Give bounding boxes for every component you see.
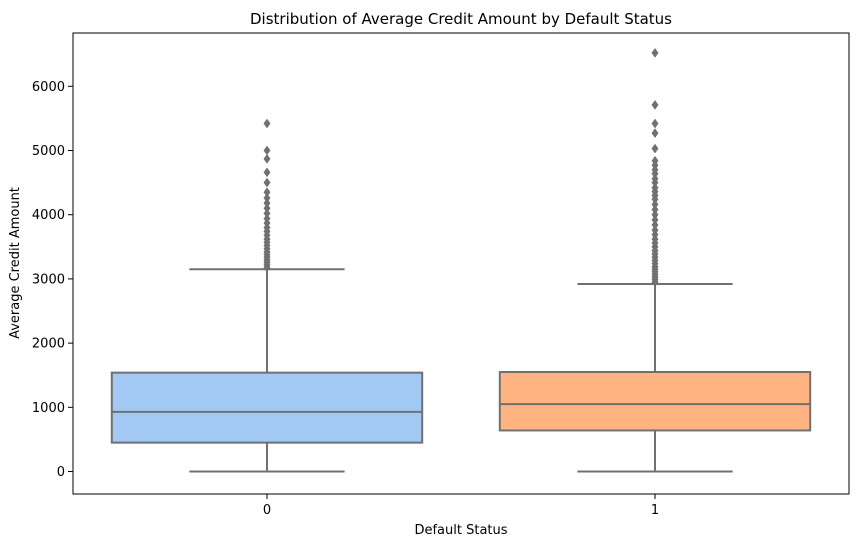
outlier-point — [263, 187, 271, 198]
iqr-box — [498, 371, 812, 432]
y-tick-label: 6000 — [32, 80, 65, 95]
y-tick-label: 4000 — [32, 208, 65, 223]
plot-area — [110, 47, 812, 473]
iqr-box — [110, 371, 424, 444]
outlier-point — [651, 118, 659, 129]
y-tick-label: 3000 — [32, 272, 65, 287]
outlier-point — [263, 118, 271, 129]
outlier-point — [263, 213, 271, 224]
y-tick-label: 5000 — [32, 144, 65, 159]
outlier-point — [263, 145, 271, 156]
outlier-point — [651, 47, 659, 58]
outlier-point — [263, 198, 271, 209]
outlier-point — [263, 153, 271, 164]
y-axis-label: Average Credit Amount — [8, 187, 23, 339]
outlier-point — [263, 177, 271, 188]
outlier-point — [651, 204, 659, 215]
x-tick-label: 0 — [263, 503, 271, 518]
outlier-point — [651, 225, 659, 236]
outlier-point — [651, 214, 659, 225]
outlier-point — [651, 173, 659, 184]
outlier-point — [651, 182, 659, 193]
x-tick-label: 1 — [651, 503, 659, 518]
outlier-point — [651, 128, 659, 139]
outlier-point — [651, 155, 659, 166]
y-axis: 0 1000 2000 3000 4000 5000 6000 — [32, 80, 73, 480]
outlier-point — [651, 143, 659, 154]
y-tick-label: 2000 — [32, 337, 65, 352]
x-axis-label: Default Status — [414, 523, 507, 538]
y-tick-label: 0 — [57, 465, 65, 480]
outlier-point — [263, 208, 271, 219]
y-tick-label: 1000 — [32, 401, 65, 416]
outlier-point — [263, 167, 271, 178]
box-group-0 — [110, 118, 424, 473]
outlier-point — [651, 99, 659, 110]
outlier-point — [651, 209, 659, 220]
chart-title: Distribution of Average Credit Amount by… — [250, 10, 672, 28]
outlier-point — [651, 199, 659, 210]
plot-frame — [72, 32, 850, 495]
outlier-point — [651, 220, 659, 230]
outlier-point — [263, 193, 271, 203]
box-group-1 — [498, 47, 812, 473]
outlier-point — [263, 203, 271, 214]
